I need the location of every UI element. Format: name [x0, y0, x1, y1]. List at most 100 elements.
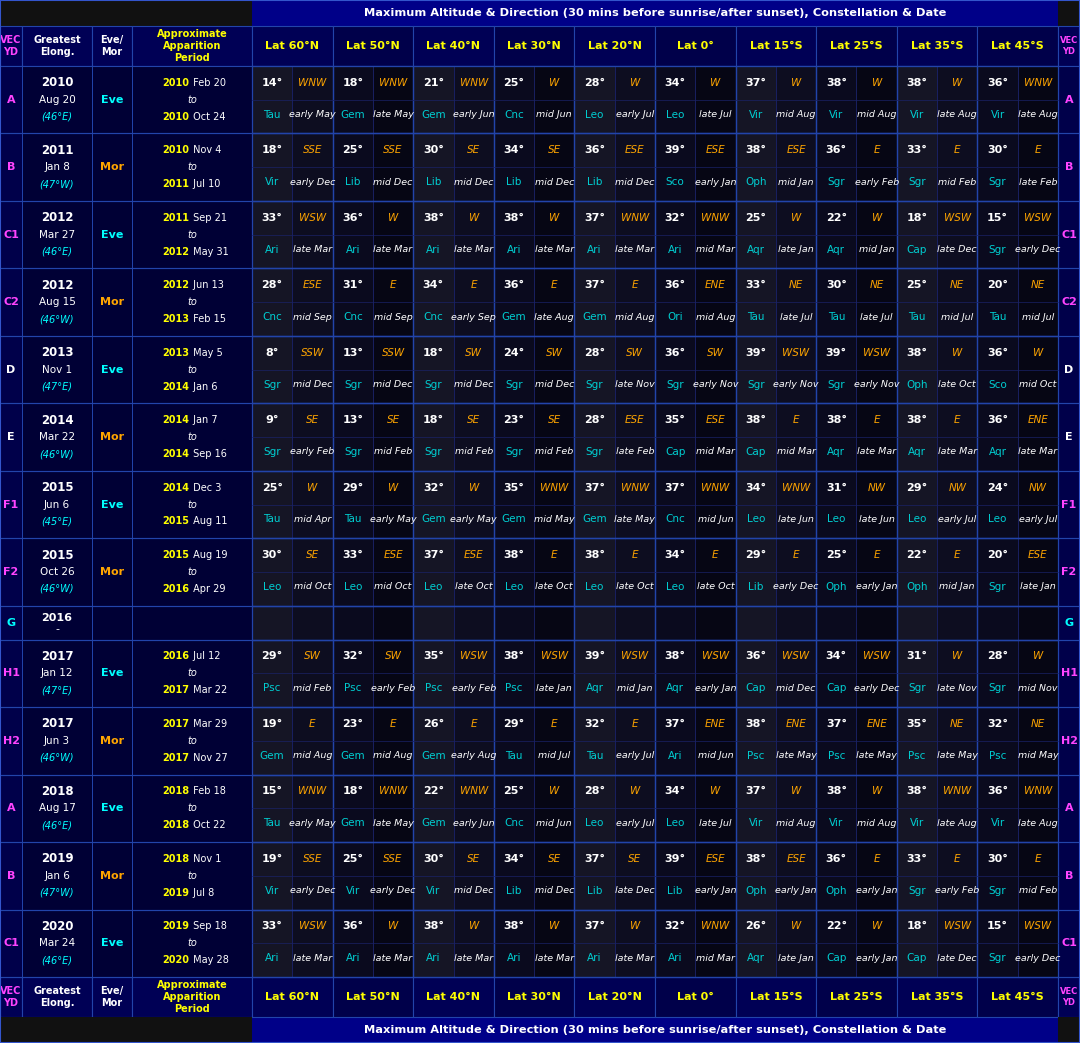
Bar [937, 66, 977, 134]
Bar [0, 26, 252, 66]
Text: VEC
YD: VEC YD [1059, 988, 1078, 1006]
Bar [535, 909, 575, 977]
Text: SE: SE [467, 145, 481, 155]
Text: 2010: 2010 [162, 78, 189, 88]
Text: 18°: 18° [342, 786, 363, 797]
Text: 2014: 2014 [162, 382, 189, 391]
Text: early Jul: early Jul [1018, 515, 1057, 524]
Text: SE: SE [306, 415, 319, 426]
Text: F2: F2 [3, 567, 18, 577]
Bar [454, 268, 494, 336]
Text: 8°: 8° [266, 347, 279, 358]
Text: Leo: Leo [746, 514, 765, 525]
Bar [575, 268, 654, 336]
Bar [333, 404, 414, 470]
Text: 2017: 2017 [41, 650, 73, 663]
Bar [494, 775, 575, 842]
Bar [333, 134, 414, 201]
Bar [0, 0, 1080, 26]
Text: Tau: Tau [264, 818, 281, 828]
Text: 18°: 18° [342, 78, 363, 88]
Text: E: E [874, 854, 880, 864]
Text: W: W [388, 483, 399, 492]
Bar [1058, 336, 1080, 404]
Text: ESE: ESE [1028, 551, 1048, 560]
Text: late Mar: late Mar [454, 953, 494, 963]
Text: mid Jul: mid Jul [538, 751, 570, 760]
Bar [0, 134, 22, 201]
Text: early May: early May [289, 111, 336, 119]
Text: E: E [632, 281, 638, 290]
Bar [735, 538, 775, 606]
Bar [575, 336, 615, 404]
Text: H1: H1 [2, 669, 19, 678]
Text: Vir: Vir [909, 818, 924, 828]
Bar [775, 606, 816, 639]
Text: early Dec: early Dec [289, 177, 335, 187]
Text: NE: NE [788, 281, 804, 290]
Text: ENE: ENE [1027, 415, 1049, 426]
Bar [1017, 909, 1058, 977]
Bar [575, 707, 615, 775]
Text: early Jan: early Jan [694, 887, 737, 895]
Bar [0, 336, 1080, 404]
Bar [252, 26, 333, 66]
Text: Dec 3: Dec 3 [190, 483, 221, 492]
Bar [896, 268, 937, 336]
Text: Gem: Gem [582, 514, 607, 525]
Text: SSE: SSE [302, 145, 322, 155]
Bar [735, 201, 775, 268]
Text: 2015: 2015 [41, 549, 73, 562]
Bar [535, 639, 575, 707]
Bar [22, 268, 92, 336]
Text: Ori: Ori [667, 312, 683, 322]
Text: Vir: Vir [265, 886, 280, 896]
Bar [373, 470, 414, 538]
Text: 36°: 36° [987, 786, 1008, 797]
Text: late Jan: late Jan [779, 953, 814, 963]
Bar [816, 606, 856, 639]
Bar [414, 134, 494, 201]
Text: late Mar: late Mar [616, 953, 654, 963]
Text: B: B [1065, 871, 1074, 880]
Text: Apr 29: Apr 29 [190, 584, 226, 593]
Text: late Mar: late Mar [374, 245, 413, 254]
Text: E: E [632, 551, 638, 560]
Text: Ari: Ari [588, 244, 602, 254]
Bar [775, 775, 816, 842]
Text: Jan 8: Jan 8 [44, 163, 70, 172]
Text: 34°: 34° [422, 281, 444, 290]
Text: 2019: 2019 [41, 852, 73, 866]
Text: Psc: Psc [264, 683, 281, 694]
Text: Aug 15: Aug 15 [39, 297, 76, 308]
Text: W: W [872, 78, 881, 88]
Text: WSW: WSW [299, 921, 326, 931]
Text: Sgr: Sgr [343, 380, 362, 389]
Text: Jan 12: Jan 12 [41, 669, 73, 678]
Text: Vir: Vir [829, 818, 843, 828]
Bar [333, 268, 414, 336]
Bar [252, 775, 333, 842]
Text: 2014: 2014 [162, 415, 189, 426]
Text: E: E [471, 719, 477, 729]
Text: early May: early May [450, 515, 497, 524]
Text: Lat 30°N: Lat 30°N [508, 992, 561, 1002]
Bar [615, 134, 654, 201]
Text: late Mar: late Mar [937, 447, 976, 457]
Bar [775, 909, 816, 977]
Text: Sco: Sco [665, 177, 685, 187]
Text: early Jul: early Jul [616, 819, 654, 828]
Text: WSW: WSW [702, 652, 729, 661]
Bar [896, 606, 977, 639]
Text: Sgr: Sgr [827, 177, 846, 187]
Text: Aqr: Aqr [746, 244, 765, 254]
Bar [22, 66, 92, 134]
Text: Approximate
Apparition
Period: Approximate Apparition Period [157, 29, 228, 63]
Text: Approximate
Apparition
Period: Approximate Apparition Period [157, 980, 228, 1014]
Text: Sgr: Sgr [988, 886, 1007, 896]
Bar [1058, 201, 1080, 268]
Bar [816, 26, 896, 66]
Bar [654, 404, 696, 470]
Text: late Aug: late Aug [937, 111, 977, 119]
Bar [132, 26, 252, 66]
